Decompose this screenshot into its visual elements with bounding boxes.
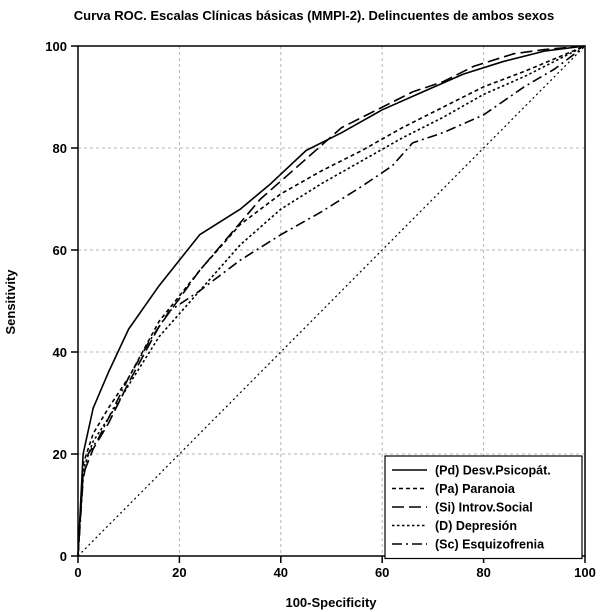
series-line: [77, 45, 586, 557]
legend-label: (Pa) Paranoia: [435, 482, 516, 496]
legend-label: (Si) Introv.Social: [435, 501, 533, 515]
y-tick-label: 0: [60, 549, 67, 564]
plot-frame: [77, 45, 586, 557]
legend-label: (D) Depresión: [435, 519, 517, 533]
x-tick-label: 80: [476, 565, 490, 580]
y-tick-label: 20: [53, 447, 67, 462]
legend-label: (Pd) Desv.Psicopát.: [435, 464, 551, 478]
x-tick-label: 20: [172, 565, 186, 580]
series-line: [77, 45, 586, 557]
x-tick-label: 100: [574, 565, 596, 580]
x-tick-label: 40: [274, 565, 288, 580]
series-line: [77, 45, 586, 557]
series-line: [77, 45, 586, 557]
y-tick-label: 40: [53, 345, 67, 360]
series-line: [77, 45, 586, 557]
x-tick-label: 0: [74, 565, 81, 580]
y-axis-label: Sensitivity: [3, 269, 18, 335]
x-tick-label: 60: [375, 565, 389, 580]
y-tick-label: 80: [53, 141, 67, 156]
series-layer: [77, 45, 586, 557]
y-tick-label: 100: [45, 39, 67, 54]
chart-title: Curva ROC. Escalas Clínicas básicas (MMP…: [74, 8, 554, 23]
axes-layer: 0 20 40 60 80 100 0 20 40 60 80 100: [45, 39, 596, 580]
legend-label: (Sc) Esquizofrenia: [435, 538, 545, 552]
x-axis-label: 100-Specificity: [285, 595, 377, 610]
y-tick-label: 60: [53, 243, 67, 258]
legend: (Pd) Desv.Psicopát. (Pa) Paranoia (Si) Int…: [384, 455, 583, 560]
